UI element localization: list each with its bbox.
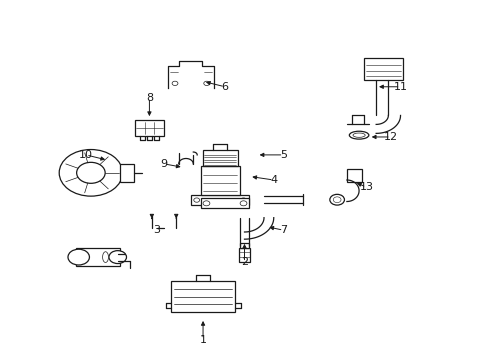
- Ellipse shape: [348, 131, 368, 139]
- Bar: [76, 248, 120, 266]
- Bar: [238, 248, 250, 262]
- Circle shape: [193, 198, 199, 202]
- Circle shape: [240, 198, 246, 202]
- Text: 2: 2: [241, 257, 247, 267]
- Bar: [135, 121, 163, 135]
- Bar: [202, 150, 237, 166]
- Circle shape: [59, 149, 122, 196]
- Bar: [200, 198, 249, 208]
- Circle shape: [172, 81, 178, 86]
- Text: 9: 9: [160, 159, 167, 169]
- Text: 5: 5: [280, 150, 286, 160]
- Bar: [190, 195, 249, 205]
- Text: 11: 11: [393, 82, 407, 92]
- Ellipse shape: [352, 133, 365, 137]
- Text: 13: 13: [359, 182, 373, 192]
- Ellipse shape: [102, 252, 108, 262]
- Text: 1: 1: [199, 334, 206, 345]
- Bar: [239, 243, 249, 248]
- Circle shape: [329, 194, 344, 205]
- Bar: [363, 58, 402, 80]
- Bar: [346, 169, 361, 182]
- Text: 7: 7: [279, 225, 286, 235]
- Circle shape: [240, 201, 246, 206]
- Circle shape: [77, 162, 105, 183]
- Bar: [120, 164, 134, 182]
- Text: 10: 10: [79, 150, 93, 160]
- Text: 6: 6: [221, 82, 228, 92]
- Circle shape: [68, 249, 89, 265]
- Circle shape: [109, 251, 126, 264]
- Text: 8: 8: [145, 93, 153, 103]
- Circle shape: [203, 201, 209, 206]
- Bar: [200, 166, 239, 195]
- Text: 12: 12: [383, 132, 397, 142]
- Circle shape: [332, 197, 340, 203]
- Text: 3: 3: [153, 225, 160, 235]
- Text: 4: 4: [270, 175, 277, 185]
- Circle shape: [203, 81, 209, 86]
- Bar: [171, 281, 234, 312]
